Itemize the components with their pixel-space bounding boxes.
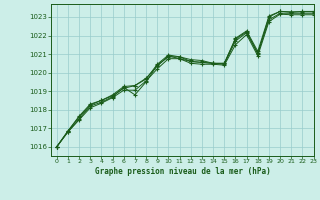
- X-axis label: Graphe pression niveau de la mer (hPa): Graphe pression niveau de la mer (hPa): [94, 167, 270, 176]
